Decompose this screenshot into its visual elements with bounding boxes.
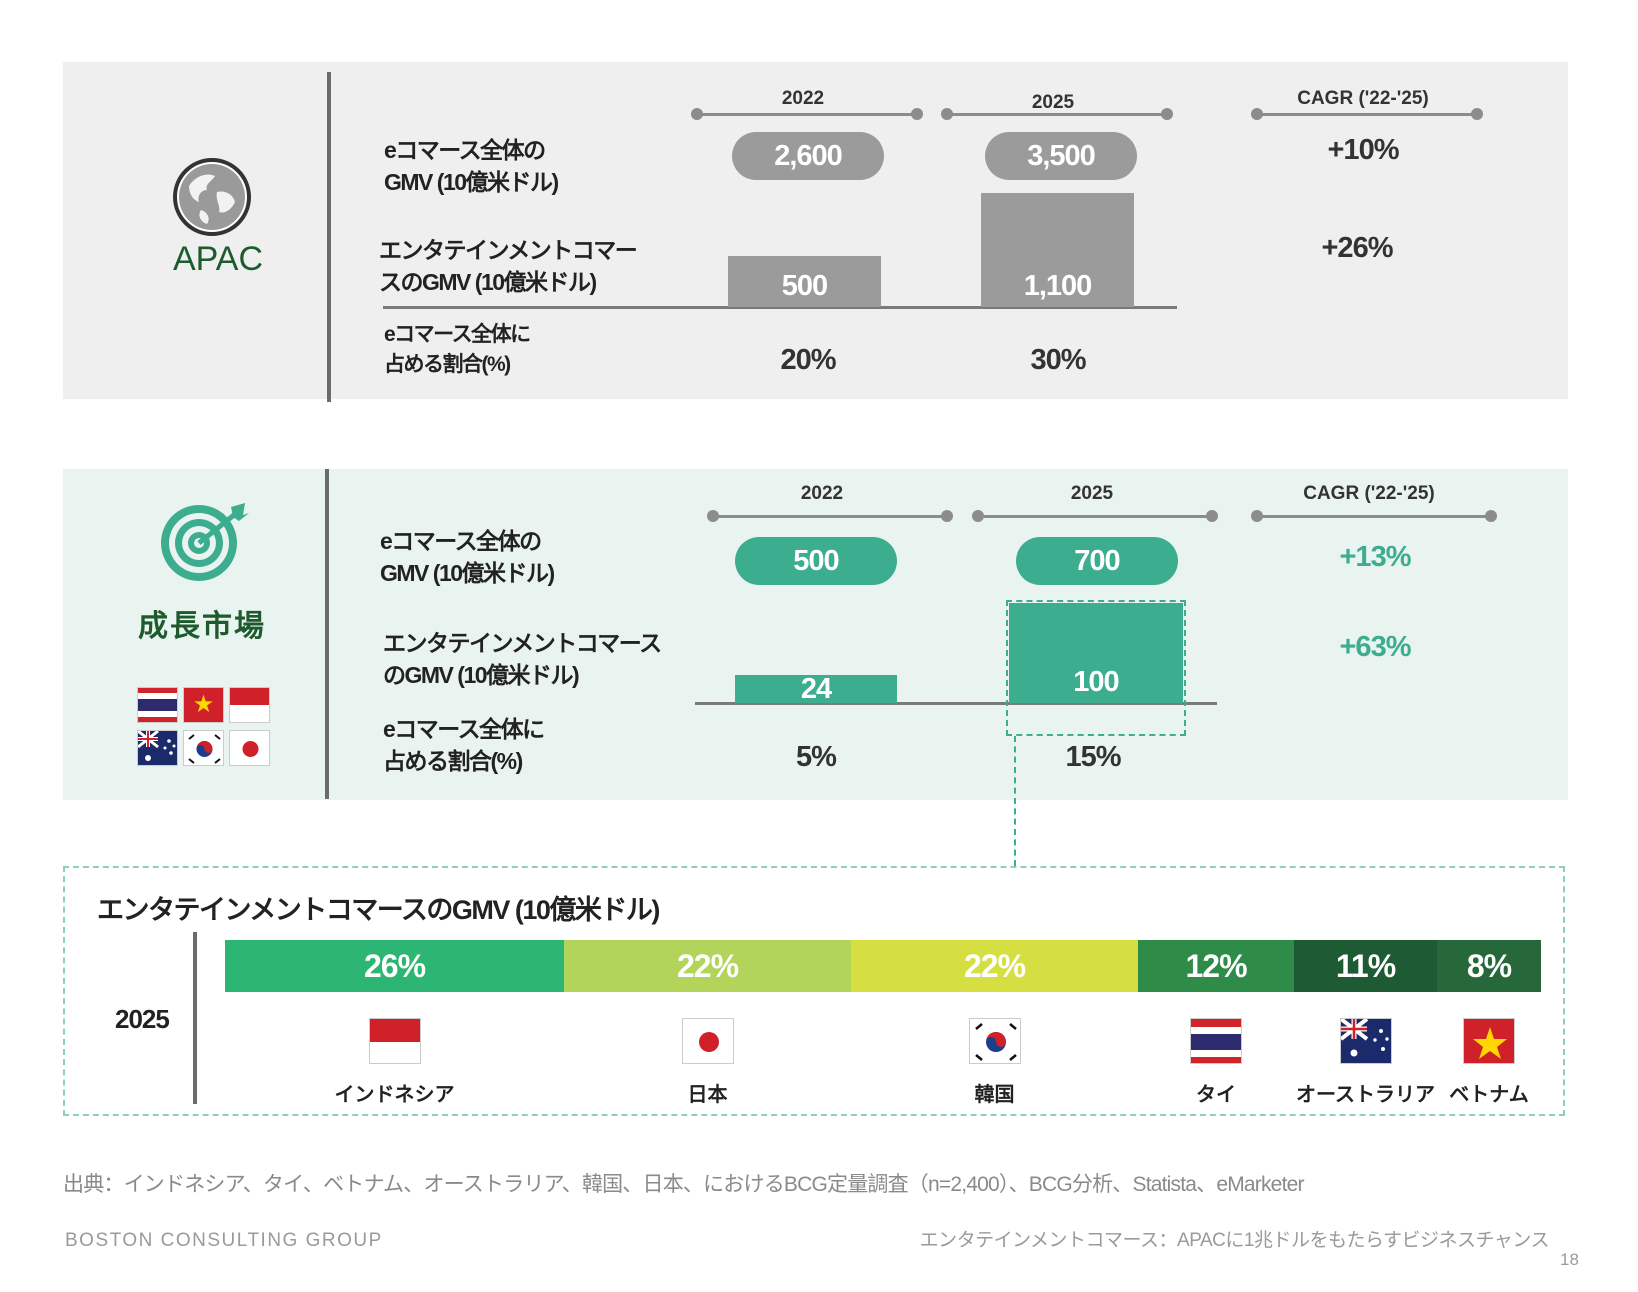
growth-markets-panel: 成長市場 ★ eコマース全体の GMV (10億米ドル) [63,469,1568,800]
ent-2025-bar: 1,100 [981,193,1134,307]
ecom-2025-pill: 3,500 [985,132,1137,180]
country-label-japan: 日本 [687,1084,728,1106]
cagr-axis [1251,510,1497,522]
share-segment-indonesia: 26% [225,940,564,992]
ecom-cagr: +13% [1339,541,1412,573]
ecom-cagr: +10% [1327,134,1400,166]
indonesia-flag-icon [229,687,270,723]
ecom-2022-pill: 500 [735,537,897,585]
apac-panel: APAC eコマース全体の GMV (10億米ドル) エンタテインメントコマー … [63,62,1568,402]
vietnam-flag-icon [1463,1018,1515,1064]
year-2022-axis [691,108,923,120]
company-name: BOSTON CONSULTING GROUP [65,1230,383,1251]
share-label: eコマース全体に 占める割合(%) [384,323,531,376]
country-label-indonesia: インドネシア [334,1084,455,1106]
ent-2022-bar: 24 [735,673,897,705]
thailand-flag-icon [137,687,178,723]
ecom-2025-pill: 700 [1016,537,1178,585]
country-breakdown-box: エンタテインメントコマースのGMV (10億米ドル) 2025 26% 22% 22… [63,866,1565,1116]
cagr-header: CAGR ('22-'25) [1297,88,1429,109]
year-2022-header: 2022 [800,483,844,504]
korea-flag-icon [183,730,224,766]
year-2025-axis [972,510,1218,522]
country-label-thailand: タイ [1196,1084,1236,1106]
region-label: 成長市場 [138,610,266,643]
ecom-gmv-label: eコマース全体の GMV (10億米ドル) [380,528,555,586]
australia-flag-icon [137,730,178,766]
share-2022: 5% [796,741,837,773]
cagr-axis [1251,108,1483,120]
target-icon [159,503,251,583]
connector-dashed-line [1014,736,1016,866]
vietnam-flag-icon: ★ [183,687,224,723]
breakdown-year: 2025 [115,1004,170,1034]
korea-flag-icon [968,1018,1021,1064]
ent-cagr: +26% [1321,232,1394,264]
country-legend: インドネシア 日本 韓国 タイ オーストラリア ベトナム [225,1018,1541,1114]
share-segment-korea: 22% [851,940,1138,992]
globe-icon [171,156,253,238]
japan-flag-icon [681,1018,734,1064]
year-2025-header: 2025 [1070,483,1114,504]
share-segment-thailand: 12% [1138,940,1294,992]
country-label-vietnam: ベトナム [1449,1084,1529,1106]
year-2022-header: 2022 [781,88,825,109]
japan-flag-icon [229,730,270,766]
source-note: 出典：インドネシア、タイ、ベトナム、オーストラリア、韓国、日本、におけるBCG定… [63,1173,1304,1196]
highlight-dashed-box [1006,600,1186,736]
share-2025: 30% [1030,344,1086,376]
australia-flag-icon [1339,1018,1392,1064]
ent-gmv-label: エンタテインメントコマース のGMV (10億米ドル) [383,630,662,688]
share-segment-australia: 11% [1294,940,1437,992]
ent-2025-bar: 100 [1009,603,1183,703]
ent-gmv-label: エンタテインメントコマー スのGMV (10億米ドル) [379,237,638,295]
share-segment-vietnam: 8% [1437,940,1541,992]
ecom-gmv-label: eコマース全体の GMV (10億米ドル) [384,137,559,195]
cagr-header: CAGR ('22-'25) [1303,483,1435,504]
report-title: エンタテインメントコマース：APACに1兆ドルをもたらすビジネスチャンス [919,1230,1550,1251]
year-2022-axis [707,510,953,522]
country-label-australia: オーストラリア [1296,1084,1435,1106]
bar-baseline [695,702,1217,705]
bar-baseline [383,306,1177,309]
ent-2022-bar: 500 [728,256,881,307]
ent-cagr: +63% [1339,631,1412,663]
share-label: eコマース全体に 占める割合(%) [383,716,545,774]
divider [327,72,331,402]
share-2022: 20% [780,344,836,376]
breakdown-title: エンタテインメントコマースのGMV (10億米ドル) [97,895,660,925]
region-label: APAC [172,240,264,278]
divider [193,932,197,1104]
share-segment-japan: 22% [564,940,851,992]
thailand-flag-icon [1190,1018,1242,1064]
year-2025-header: 2025 [1031,92,1075,113]
ecom-2022-pill: 2,600 [732,132,884,180]
indonesia-flag-icon [368,1018,421,1064]
divider [325,469,329,799]
page-number: 18 [1560,1250,1579,1269]
country-label-korea: 韓国 [974,1084,1015,1106]
year-2025-axis [941,108,1173,120]
share-stacked-bar: 26% 22% 22% 12% 11% 8% [225,940,1541,992]
share-2025: 15% [1065,741,1121,773]
